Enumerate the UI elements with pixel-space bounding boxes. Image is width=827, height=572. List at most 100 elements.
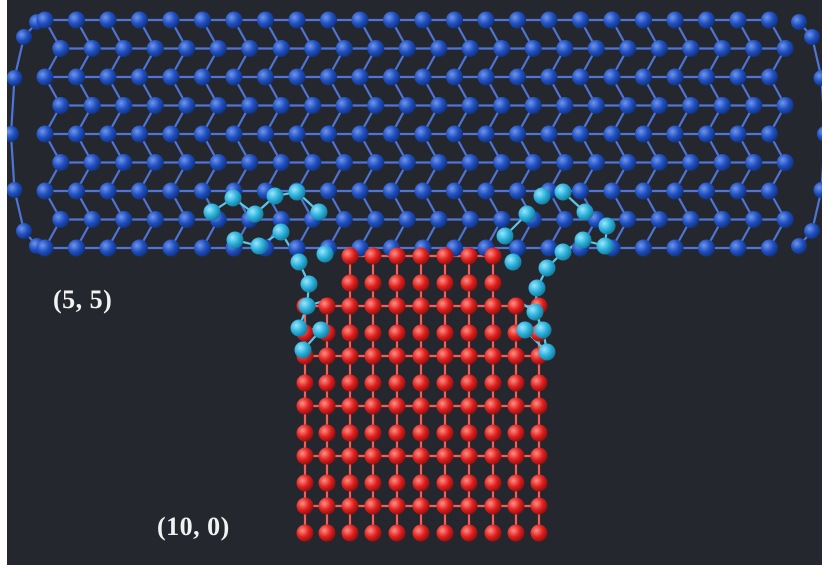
- carbon-atom: [460, 274, 478, 292]
- carbon-atom: [666, 68, 684, 86]
- carbon-atom: [538, 343, 556, 361]
- carbon-atom: [572, 125, 589, 143]
- carbon-atom: [587, 40, 605, 57]
- carbon-atom: [364, 324, 382, 342]
- carbon-atom: [162, 11, 180, 29]
- carbon-atom: [484, 497, 502, 515]
- carbon-atom: [524, 40, 542, 57]
- carbon-atom: [713, 40, 731, 57]
- carbon-atom: [509, 125, 526, 143]
- carbon-atom: [131, 68, 148, 86]
- carbon-atom: [540, 125, 558, 143]
- carbon-atom: [341, 274, 359, 292]
- carbon-atom: [146, 154, 164, 171]
- carbon-atom: [412, 347, 430, 365]
- carbon-atom: [484, 474, 502, 492]
- carbon-atom: [745, 211, 763, 228]
- carbon-atom: [412, 397, 430, 415]
- atom-layer: [7, 11, 822, 542]
- carbon-atom: [296, 497, 314, 515]
- carbon-atom: [650, 40, 668, 57]
- carbon-atom: [83, 40, 101, 57]
- carbon-atom: [484, 447, 502, 465]
- carbon-atom: [530, 474, 548, 492]
- carbon-atom: [383, 68, 400, 86]
- carbon-atom: [115, 40, 133, 57]
- carbon-atom: [635, 68, 652, 86]
- carbon-atom: [335, 154, 353, 171]
- carbon-atom: [430, 40, 448, 57]
- carbon-atom: [115, 97, 133, 114]
- carbon-atom: [225, 125, 243, 143]
- carbon-atom: [364, 274, 382, 292]
- carbon-atom: [530, 424, 548, 442]
- carbon-atom: [430, 154, 448, 171]
- carbon-atom: [296, 474, 314, 492]
- carbon-atom: [318, 374, 336, 392]
- carbon-atom: [461, 211, 479, 228]
- carbon-atom: [682, 97, 700, 114]
- carbon-atom: [526, 303, 544, 321]
- carbon-atom: [68, 68, 85, 86]
- carbon-atom: [460, 474, 478, 492]
- carbon-atom: [791, 14, 807, 30]
- carbon-atom: [507, 424, 525, 442]
- carbon-atom: [484, 347, 502, 365]
- carbon-atom: [538, 259, 556, 277]
- carbon-atom: [367, 40, 385, 57]
- carbon-atom: [388, 474, 406, 492]
- carbon-atom: [412, 524, 430, 542]
- carbon-atom: [484, 297, 502, 315]
- carbon-atom: [318, 424, 336, 442]
- carbon-atom: [507, 524, 525, 542]
- carbon-atom: [388, 274, 406, 292]
- carbon-atom: [776, 154, 794, 171]
- carbon-atom: [341, 497, 359, 515]
- carbon-atom: [776, 211, 794, 228]
- carbon-atom: [534, 321, 552, 339]
- carbon-atom: [364, 374, 382, 392]
- carbon-atom: [194, 11, 211, 29]
- carbon-atom: [619, 40, 637, 57]
- carbon-atom: [224, 189, 242, 207]
- carbon-atom: [430, 211, 448, 228]
- carbon-atom: [162, 182, 180, 200]
- carbon-atom: [745, 40, 763, 57]
- carbon-atom: [729, 182, 747, 200]
- carbon-atom: [296, 374, 314, 392]
- carbon-atom: [540, 68, 558, 86]
- carbon-atom: [398, 154, 416, 171]
- carbon-atom: [414, 125, 432, 143]
- carbon-atom: [398, 211, 416, 228]
- carbon-atom: [312, 321, 330, 339]
- carbon-atom: [761, 182, 778, 200]
- armchair-tube-label: (5, 5): [53, 285, 113, 314]
- carbon-atom: [68, 182, 85, 200]
- carbon-atom: [364, 397, 382, 415]
- carbon-atom: [398, 97, 416, 114]
- nanotube-junction-scene: (5, 5) (10, 0): [7, 0, 822, 565]
- carbon-atom: [745, 97, 763, 114]
- carbon-atom: [436, 297, 454, 315]
- carbon-atom: [320, 68, 337, 86]
- carbon-atom: [52, 40, 70, 57]
- carbon-atom: [341, 474, 359, 492]
- carbon-atom: [713, 97, 731, 114]
- carbon-atom: [619, 211, 637, 228]
- carbon-atom: [572, 11, 589, 29]
- carbon-atom: [493, 40, 511, 57]
- carbon-atom: [603, 11, 621, 29]
- carbon-atom: [288, 183, 306, 201]
- carbon-atom: [83, 97, 101, 114]
- carbon-atom: [364, 424, 382, 442]
- carbon-atom: [619, 97, 637, 114]
- carbon-atom: [540, 11, 558, 29]
- carbon-atom: [7, 126, 19, 142]
- carbon-atom: [436, 524, 454, 542]
- carbon-atom: [635, 182, 652, 200]
- carbon-atom: [713, 211, 731, 228]
- carbon-atom: [460, 524, 478, 542]
- carbon-atom: [52, 211, 70, 228]
- carbon-atom: [388, 424, 406, 442]
- carbon-atom: [16, 29, 32, 46]
